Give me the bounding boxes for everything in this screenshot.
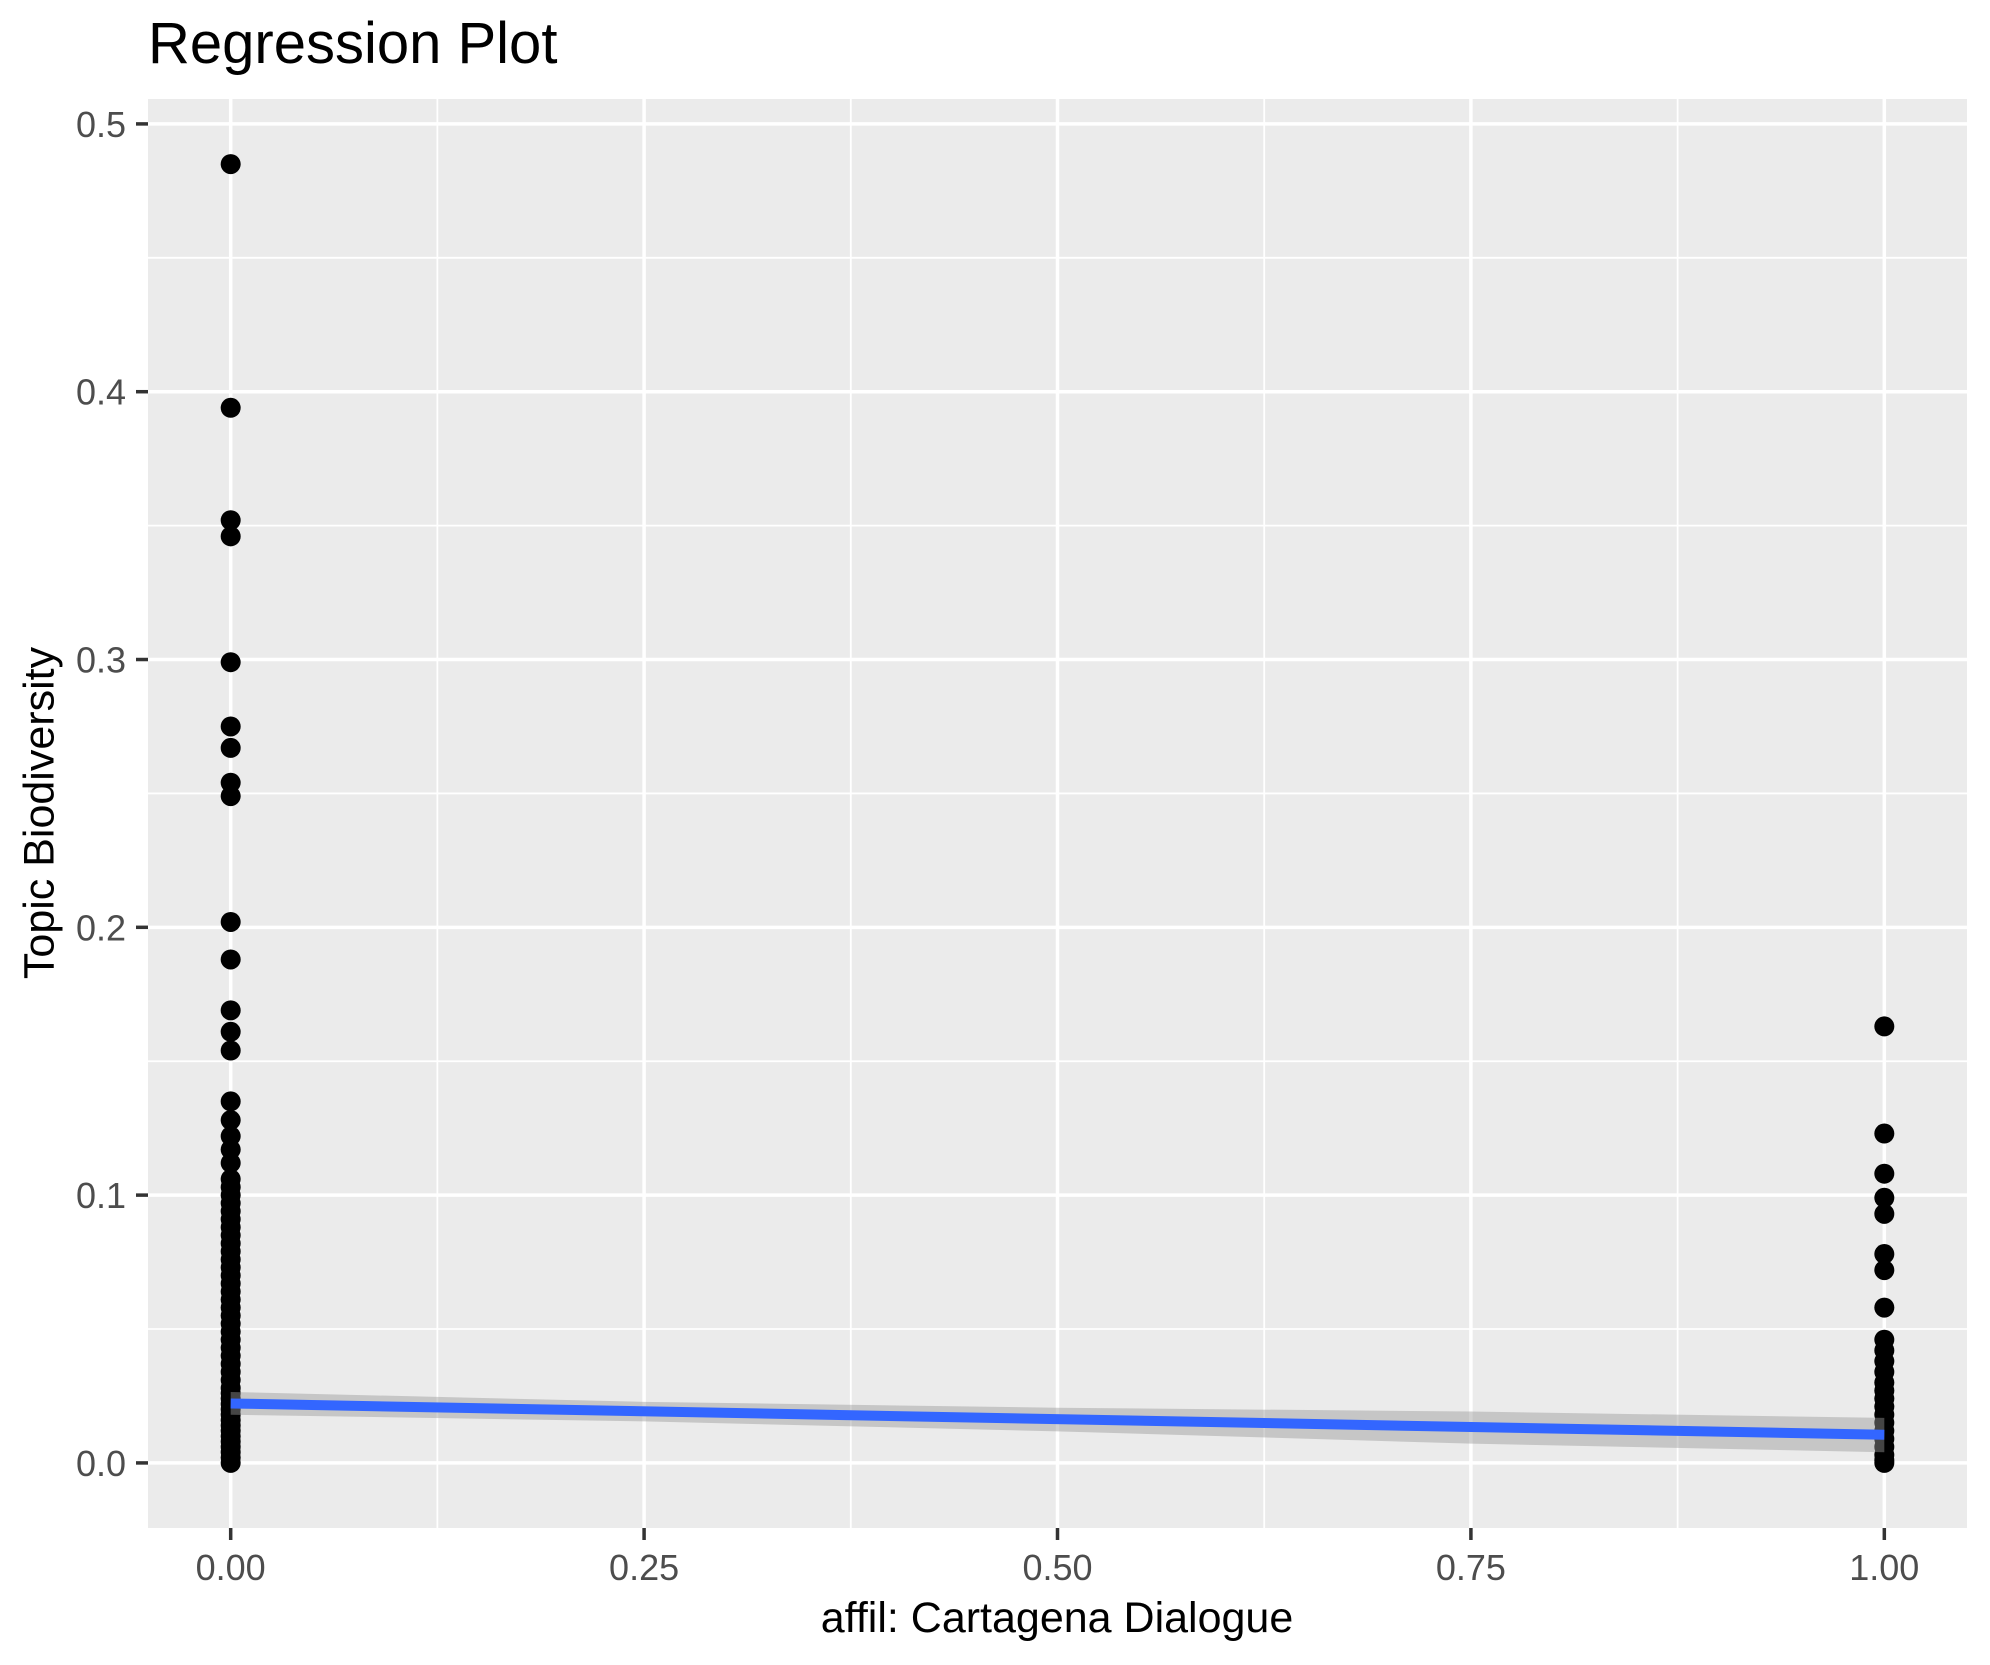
data-point xyxy=(1874,1203,1895,1224)
y-tick-label: 0.3 xyxy=(76,640,126,681)
data-point xyxy=(1874,1163,1895,1184)
regression-smooth xyxy=(230,1391,1885,1453)
data-point xyxy=(220,510,241,531)
x-tick-label: 0.50 xyxy=(1022,1547,1092,1588)
y-tick-label: 0.1 xyxy=(76,1175,126,1216)
data-point xyxy=(220,1021,241,1042)
data-point xyxy=(1874,1187,1895,1208)
regression-line xyxy=(230,1398,1885,1440)
data-point xyxy=(220,911,241,932)
data-point xyxy=(220,1040,241,1061)
data-point xyxy=(220,652,241,673)
data-point xyxy=(1874,1452,1895,1473)
x-tick-label: 0.00 xyxy=(196,1547,266,1588)
y-tick-label: 0.5 xyxy=(76,104,126,145)
data-point xyxy=(220,1000,241,1021)
data-point xyxy=(1874,1260,1895,1281)
data-points xyxy=(220,154,1895,1473)
x-tick-label: 0.25 xyxy=(609,1547,679,1588)
y-tick-label: 0.4 xyxy=(76,372,126,413)
gridlines xyxy=(148,99,1967,1528)
data-point xyxy=(1874,1016,1895,1037)
data-point xyxy=(220,716,241,737)
x-tick-label: 1.00 xyxy=(1849,1547,1919,1588)
data-point xyxy=(1874,1244,1895,1265)
data-point xyxy=(220,1452,241,1473)
data-point xyxy=(220,397,241,418)
data-point xyxy=(1874,1297,1895,1318)
axes: 0.00 0.25 0.50 0.75 1.00 0.0 0.1 0.2 0.3 0.4 0.5 xyxy=(76,104,1919,1588)
x-axis-title: affil: Cartagena Dialogue xyxy=(820,1594,1294,1642)
data-point xyxy=(220,786,241,807)
plot-title: Regression Plot xyxy=(148,11,558,76)
data-point xyxy=(220,737,241,758)
data-point xyxy=(220,1091,241,1112)
x-tick-label: 0.75 xyxy=(1436,1547,1506,1588)
data-point xyxy=(1874,1123,1895,1144)
data-point xyxy=(220,154,241,175)
data-point xyxy=(220,1152,241,1173)
data-point xyxy=(220,949,241,970)
data-point xyxy=(220,1110,241,1131)
y-tick-label: 0.0 xyxy=(76,1443,126,1484)
y-axis-title: Topic Biodiversity xyxy=(15,646,64,980)
data-point xyxy=(220,526,241,547)
y-tick-label: 0.2 xyxy=(76,907,126,948)
